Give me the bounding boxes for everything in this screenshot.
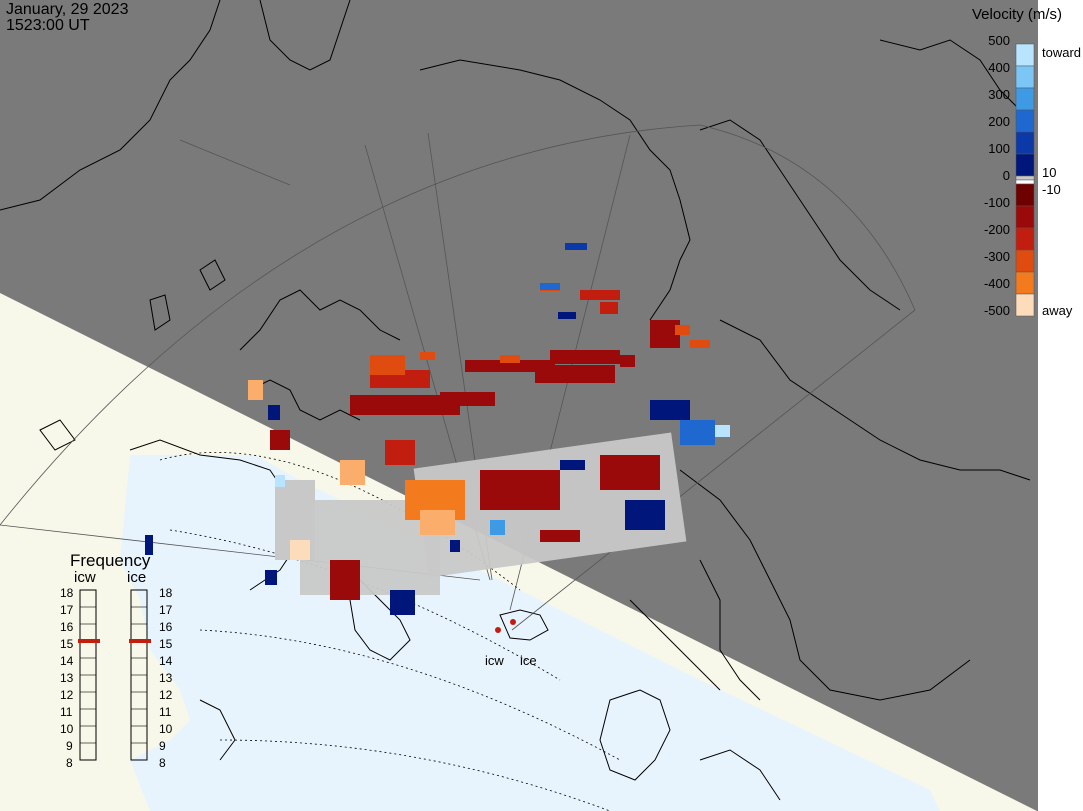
velocity-cell [265, 570, 277, 585]
legend-panel [1038, 0, 1083, 811]
velocity-cell [600, 302, 618, 314]
freq-scale-icw: 17 [60, 603, 74, 617]
colorbar-tick: 500 [988, 33, 1010, 48]
freq-scale-icw: 10 [60, 722, 74, 736]
velocity-cell [390, 590, 415, 615]
velocity-cell [535, 365, 615, 383]
velocity-cell [270, 430, 290, 450]
freq-scale-icw: 18 [60, 586, 74, 600]
threshold-neg-label: -10 [1042, 182, 1061, 197]
frequency-title: Frequency [70, 551, 151, 570]
velocity-cell [420, 510, 455, 535]
freq-scale-icw: 13 [60, 671, 74, 685]
freq-scale-icw: 8 [66, 756, 73, 770]
velocity-cell [680, 420, 715, 445]
site-icw [495, 627, 501, 633]
freq-scale-ice: 15 [159, 637, 173, 651]
velocity-cell [420, 352, 435, 360]
colorbar-tick: 300 [988, 87, 1010, 102]
velocity-cell [340, 460, 365, 485]
colorbar-tick: 400 [988, 60, 1010, 75]
velocity-colorbar [1015, 43, 1035, 317]
velocity-cell [290, 540, 310, 560]
station-icw-label: icw [485, 653, 504, 668]
velocity-cell [690, 340, 710, 348]
velocity-cell [715, 425, 730, 437]
latitude-circles [159, 451, 621, 811]
away-label: away [1042, 303, 1073, 318]
velocity-cell [500, 355, 520, 363]
velocity-cell [370, 355, 405, 375]
velocity-cell [675, 325, 690, 335]
freq-scale-ice: 9 [159, 739, 166, 753]
freq-scale-ice: 12 [159, 688, 173, 702]
velocity-cell [620, 355, 635, 367]
freq-scale-icw: 11 [60, 705, 73, 719]
velocity-cell [558, 312, 576, 319]
velocity-cell [385, 440, 415, 465]
velocity-cell [540, 283, 560, 290]
freq-scale-ice: 14 [159, 654, 173, 668]
velocity-cell [248, 380, 263, 400]
station-ice-label: ice [520, 653, 537, 668]
velocity-cell [465, 360, 555, 372]
icw-column-label: icw [74, 569, 96, 586]
colorbar-tick: -400 [983, 276, 1010, 291]
colorbar-tick: 200 [988, 114, 1010, 129]
ice-frequency-marker [129, 639, 151, 643]
velocity-cell [145, 535, 153, 555]
toward-label: toward [1042, 45, 1082, 60]
velocity-cell [540, 530, 580, 542]
ice-column-label: ice [127, 569, 147, 586]
site-ice [510, 619, 516, 625]
freq-scale-ice: 8 [159, 756, 166, 770]
radar-sites [495, 619, 516, 633]
freq-scale-ice: 13 [159, 671, 173, 685]
velocity-cell [350, 395, 460, 415]
velocity-cell [490, 520, 505, 535]
icw-frequency-marker [78, 639, 100, 643]
freq-scale-ice: 16 [159, 620, 173, 634]
freq-scale-ice: 17 [159, 603, 173, 617]
velocity-cell [330, 560, 360, 600]
velocity-cell [560, 460, 585, 470]
velocity-cell [450, 540, 460, 552]
freq-scale-ice: 18 [159, 586, 173, 600]
velocity-cell [550, 350, 620, 364]
velocity-cell [275, 475, 285, 487]
colorbar-tick: -500 [983, 303, 1010, 318]
threshold-pos-label: 10 [1042, 165, 1057, 180]
freq-scale-icw: 12 [60, 688, 74, 702]
colorbar-tick: -200 [983, 222, 1010, 237]
velocity-cell [625, 500, 665, 530]
colorbar-tick: 0 [1002, 168, 1010, 183]
velocity-cell [565, 243, 587, 250]
velocity-cell [268, 405, 280, 420]
velocity-cell [600, 455, 660, 490]
colorbar-tick: -300 [983, 249, 1010, 264]
freq-scale-ice: 10 [159, 722, 173, 736]
freq-scale-icw: 9 [66, 739, 73, 753]
date-label: January, 29 2023 [6, 1, 129, 18]
velocity-cell [650, 400, 690, 420]
colorbar-tick: 100 [988, 141, 1010, 156]
freq-scale-icw: 16 [60, 620, 74, 634]
velocity-cell [480, 470, 560, 510]
freq-scale-icw: 14 [60, 654, 74, 668]
freq-scale-icw: 15 [60, 637, 74, 651]
velocity-cells [145, 243, 730, 615]
freq-scale-ice: 11 [159, 705, 172, 719]
colorbar-tick: -100 [983, 195, 1010, 210]
frequency-columns [79, 589, 148, 761]
velocity-cell [580, 290, 620, 300]
coastlines [0, 0, 1031, 801]
velocity-cell [440, 392, 495, 406]
time-label: 1523:00 UT [6, 17, 90, 34]
legend-title: Velocity (m/s) [972, 6, 1063, 23]
